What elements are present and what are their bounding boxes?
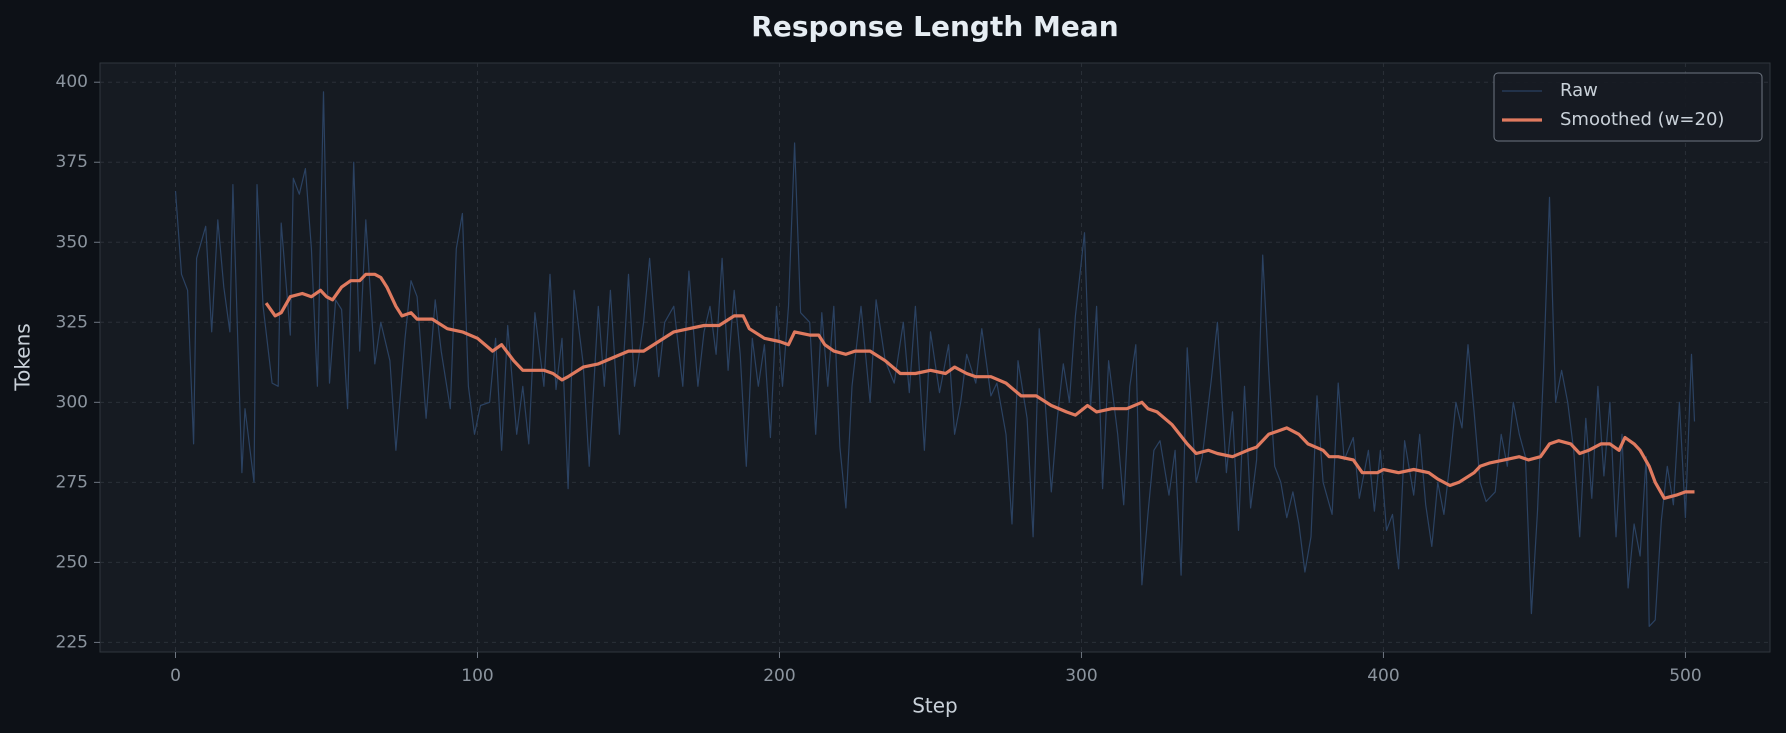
lines <box>174 91 1696 627</box>
y-tick-label: 375 <box>56 152 88 172</box>
x-tick-label: 300 <box>1065 666 1097 686</box>
legend-box <box>1493 72 1763 142</box>
y-tick-label: 350 <box>56 232 88 252</box>
series-line <box>174 91 1696 627</box>
x-tick-label: 0 <box>170 666 181 686</box>
plot-area <box>99 62 1771 653</box>
grid: 225 250 275 300 325 350 375 400 0 100 200 300 400 500 <box>56 63 1770 686</box>
chart-title: Response Length Mean <box>751 10 1118 43</box>
y-tick-label: 225 <box>56 632 88 652</box>
x-tick-label: 500 <box>1669 666 1701 686</box>
x-tick-label: 100 <box>461 666 493 686</box>
legend: Raw Smoothed (w=20) <box>1493 72 1763 142</box>
y-tick-label: 400 <box>56 72 88 92</box>
y-tick-label: 300 <box>56 392 88 412</box>
y-tick-label: 325 <box>56 312 88 332</box>
legend-label: Raw <box>1560 80 1598 101</box>
x-tick-label: 400 <box>1367 666 1399 686</box>
y-tick-label: 275 <box>56 472 88 492</box>
x-axis-label: Step <box>912 694 958 718</box>
y-tick-label: 250 <box>56 552 88 572</box>
y-axis-label: Tokens <box>11 323 35 391</box>
x-tick-label: 200 <box>763 666 795 686</box>
legend-label: Smoothed (w=20) <box>1560 109 1724 130</box>
series-line <box>264 272 1695 500</box>
